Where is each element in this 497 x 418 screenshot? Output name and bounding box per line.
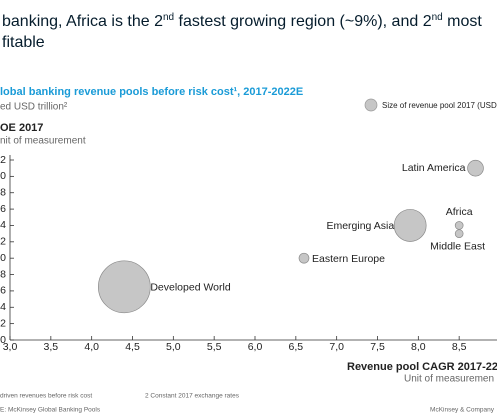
- x-tick-label: 6,0: [248, 341, 263, 353]
- x-tick-label: 3,5: [44, 341, 59, 353]
- x-tick-label: 4,5: [125, 341, 140, 353]
- bubble-label: Middle East: [430, 240, 485, 252]
- bubble-label: Developed World: [150, 282, 231, 294]
- footnote-2: 2 Constant 2017 exchange rates: [145, 393, 240, 400]
- y-tick-label: 4: [0, 301, 6, 313]
- x-tick-label: 8,5: [452, 341, 467, 353]
- x-axis-unit: Unit of measuremen: [404, 374, 494, 385]
- x-axis-title: Revenue pool CAGR 2017-22: [347, 361, 497, 373]
- y-tick-label: 18: [0, 187, 6, 199]
- x-tick-label: 8,0: [411, 341, 426, 353]
- x-tick-label: 5,5: [207, 341, 222, 353]
- bubble-label: Emerging Asia: [326, 220, 394, 232]
- size-legend-icon: [364, 98, 378, 112]
- y-tick-label: 14: [0, 219, 6, 231]
- unit: ed USD trillion²: [0, 102, 68, 113]
- y-tick-label: 8: [0, 268, 6, 280]
- x-tick-label: 6,5: [289, 341, 304, 353]
- bubble-label: Eastern Europe: [312, 253, 385, 265]
- bubble-label: Latin America: [402, 162, 466, 174]
- bubble: [393, 209, 427, 242]
- y-tick-label: 0: [0, 334, 6, 346]
- y-tick-label: 20: [0, 170, 6, 182]
- source: E: McKinsey Global Banking Pools: [0, 407, 101, 414]
- title: banking, Africa is the 2nd fastest growi…: [2, 12, 482, 31]
- y-tick-label: 10: [0, 252, 6, 264]
- bubble: [467, 159, 484, 177]
- bubble: [298, 252, 310, 264]
- footnote-1: driven revenues before risk cost: [0, 393, 92, 400]
- y-tick-label: 12: [0, 236, 6, 248]
- y-tick-label: 6: [0, 285, 6, 297]
- x-tick-label: 3,0: [3, 341, 18, 353]
- y-axis-title: OE 2017: [0, 122, 43, 134]
- x-tick-label: 7,5: [370, 341, 385, 353]
- brand: McKinsey & Company: [430, 407, 495, 414]
- y-tick-label: 16: [0, 203, 6, 215]
- bubble: [454, 229, 464, 238]
- bubble-label: Africa: [446, 206, 473, 218]
- subtitle: lobal banking revenue pools before risk …: [0, 86, 303, 98]
- x-tick-label: 5,0: [166, 341, 181, 353]
- x-tick-label: 7,0: [329, 341, 344, 353]
- y-axis-unit: nit of measurement: [0, 136, 86, 147]
- y-tick-label: 2: [0, 317, 6, 329]
- x-tick-label: 4,0: [84, 341, 99, 353]
- bubble: [454, 221, 464, 230]
- title-line-2: fitable: [2, 34, 45, 51]
- y-tick-label: 22: [0, 154, 6, 166]
- bubble: [98, 260, 151, 314]
- size-legend: Size of revenue pool 2017 (USD: [382, 101, 497, 110]
